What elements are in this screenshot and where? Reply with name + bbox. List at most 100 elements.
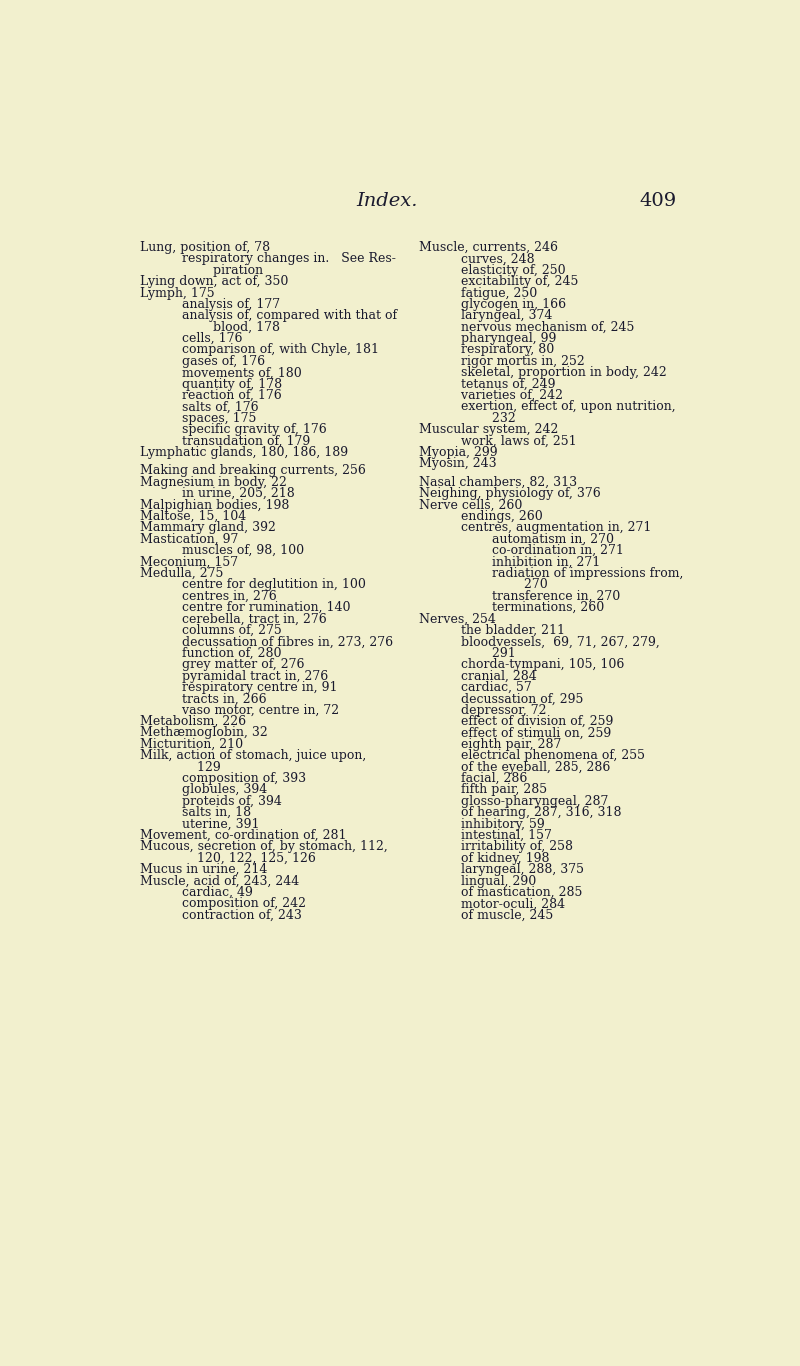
Text: electrical phenomena of, 255: electrical phenomena of, 255 [445,750,645,762]
Text: Milk, action of stomach, juice upon,: Milk, action of stomach, juice upon, [140,750,366,762]
Text: bloodvessels,  69, 71, 267, 279,: bloodvessels, 69, 71, 267, 279, [445,635,660,649]
Text: terminations, 260: terminations, 260 [460,601,605,615]
Text: Mammary gland, 392: Mammary gland, 392 [140,522,276,534]
Text: composition of, 393: composition of, 393 [166,772,306,785]
Text: Mucous, secretion of, by stomach, 112,: Mucous, secretion of, by stomach, 112, [140,840,388,854]
Text: salts of, 176: salts of, 176 [166,400,258,414]
Text: muscles of, 98, 100: muscles of, 98, 100 [166,544,304,557]
Text: skeletal, proportion in body, 242: skeletal, proportion in body, 242 [445,366,666,380]
Text: Magnesium in body, 22: Magnesium in body, 22 [140,475,287,489]
Text: centres in, 276: centres in, 276 [166,590,277,602]
Text: Medulla, 275: Medulla, 275 [140,567,224,581]
Text: Methæmoglobin, 32: Methæmoglobin, 32 [140,727,268,739]
Text: in urine, 205, 218: in urine, 205, 218 [166,488,294,500]
Text: comparison of, with Chyle, 181: comparison of, with Chyle, 181 [166,343,379,357]
Text: Making and breaking currents, 256: Making and breaking currents, 256 [140,464,366,477]
Text: co-ordination in, 271: co-ordination in, 271 [460,544,624,557]
Text: excitability of, 245: excitability of, 245 [445,275,578,288]
Text: spaces, 175: spaces, 175 [166,413,256,425]
Text: automatism in, 270: automatism in, 270 [460,533,614,546]
Text: work, laws of, 251: work, laws of, 251 [445,434,577,448]
Text: nervous mechanism of, 245: nervous mechanism of, 245 [445,321,634,333]
Text: intestinal, 157: intestinal, 157 [445,829,552,841]
Text: Muscle, acid of, 243, 244: Muscle, acid of, 243, 244 [140,874,299,888]
Text: vaso motor, centre in, 72: vaso motor, centre in, 72 [166,703,339,717]
Text: Nerve cells, 260: Nerve cells, 260 [419,499,522,511]
Text: cardiac, 49: cardiac, 49 [166,887,253,899]
Text: quantity of, 178: quantity of, 178 [166,377,282,391]
Text: Lymph, 175: Lymph, 175 [140,287,215,299]
Text: glycogen in, 166: glycogen in, 166 [445,298,566,311]
Text: laryngeal, 288, 375: laryngeal, 288, 375 [445,863,584,876]
Text: piration: piration [182,264,263,277]
Text: 270: 270 [476,578,548,591]
Text: of hearing, 287, 316, 318: of hearing, 287, 316, 318 [445,806,622,820]
Text: of mastication, 285: of mastication, 285 [445,887,582,899]
Text: effect of stimuli on, 259: effect of stimuli on, 259 [445,727,611,739]
Text: 409: 409 [639,191,677,210]
Text: radiation of impressions from,: radiation of impressions from, [460,567,684,581]
Text: transference in, 270: transference in, 270 [460,590,621,602]
Text: respiratory, 80: respiratory, 80 [445,343,554,357]
Text: Nerves, 254: Nerves, 254 [419,612,496,626]
Text: of muscle, 245: of muscle, 245 [445,908,553,922]
Text: respiratory centre in, 91: respiratory centre in, 91 [166,680,338,694]
Text: pharyngeal, 99: pharyngeal, 99 [445,332,556,346]
Text: composition of, 242: composition of, 242 [166,897,306,910]
Text: uterine, 391: uterine, 391 [166,818,259,831]
Text: centre for deglutition in, 100: centre for deglutition in, 100 [166,578,366,591]
Text: transudation of, 179: transudation of, 179 [166,434,310,448]
Text: Lying down, act of, 350: Lying down, act of, 350 [140,275,289,288]
Text: 129: 129 [182,761,221,773]
Text: of the eyeball, 285, 286: of the eyeball, 285, 286 [445,761,610,773]
Text: reaction of, 176: reaction of, 176 [166,389,282,402]
Text: lingual, 290: lingual, 290 [445,874,536,888]
Text: Lung, position of, 78: Lung, position of, 78 [140,240,270,254]
Text: Movement, co-ordination of, 281: Movement, co-ordination of, 281 [140,829,347,841]
Text: varieties of, 242: varieties of, 242 [445,389,563,402]
Text: Malpighian bodies, 198: Malpighian bodies, 198 [140,499,290,511]
Text: laryngeal, 374: laryngeal, 374 [445,309,552,322]
Text: 291: 291 [460,646,516,660]
Text: proteids of, 394: proteids of, 394 [166,795,282,807]
Text: Mucus in urine, 214: Mucus in urine, 214 [140,863,268,876]
Text: columns of, 275: columns of, 275 [166,624,282,637]
Text: function of, 280: function of, 280 [166,646,282,660]
Text: 232: 232 [460,413,516,425]
Text: cerebella, tract in, 276: cerebella, tract in, 276 [166,612,326,626]
Text: Index.: Index. [356,191,418,210]
Text: contraction of, 243: contraction of, 243 [166,908,302,922]
Text: Myosin, 243: Myosin, 243 [419,458,497,470]
Text: movements of, 180: movements of, 180 [166,366,302,380]
Text: grey matter of, 276: grey matter of, 276 [166,658,304,671]
Text: centres, augmentation in, 271: centres, augmentation in, 271 [445,522,651,534]
Text: chorda-tympani, 105, 106: chorda-tympani, 105, 106 [445,658,624,671]
Text: blood, 178: blood, 178 [182,321,280,333]
Text: Mastication, 97: Mastication, 97 [140,533,238,546]
Text: irritability of, 258: irritability of, 258 [445,840,573,854]
Text: Lymphatic glands, 180, 186, 189: Lymphatic glands, 180, 186, 189 [140,447,349,459]
Text: analysis of, compared with that of: analysis of, compared with that of [166,309,397,322]
Text: the bladder, 211: the bladder, 211 [445,624,565,637]
Text: fatigue, 250: fatigue, 250 [445,287,537,299]
Text: cranial, 284: cranial, 284 [445,669,537,683]
Text: endings, 260: endings, 260 [445,510,542,523]
Text: Maltose, 15, 104: Maltose, 15, 104 [140,510,246,523]
Text: decussation of fibres in, 273, 276: decussation of fibres in, 273, 276 [166,635,393,649]
Text: Metabolism, 226: Metabolism, 226 [140,714,246,728]
Text: Micturition, 210: Micturition, 210 [140,738,243,751]
Text: effect of division of, 259: effect of division of, 259 [445,714,614,728]
Text: glosso-pharyngeal, 287: glosso-pharyngeal, 287 [445,795,608,807]
Text: Nasal chambers, 82, 313: Nasal chambers, 82, 313 [419,475,578,489]
Text: rigor mortis in, 252: rigor mortis in, 252 [445,355,585,367]
Text: respiratory changes in.   See Res-: respiratory changes in. See Res- [166,253,396,265]
Text: Muscular system, 242: Muscular system, 242 [419,423,558,436]
Text: fifth pair, 285: fifth pair, 285 [445,784,547,796]
Text: Meconium, 157: Meconium, 157 [140,556,238,568]
Text: Myopia, 299: Myopia, 299 [419,447,498,459]
Text: tetanus of, 249: tetanus of, 249 [445,377,555,391]
Text: exertion, effect of, upon nutrition,: exertion, effect of, upon nutrition, [445,400,675,414]
Text: motor-oculi, 284: motor-oculi, 284 [445,897,565,910]
Text: elasticity of, 250: elasticity of, 250 [445,264,566,277]
Text: cardiac, 57: cardiac, 57 [445,680,532,694]
